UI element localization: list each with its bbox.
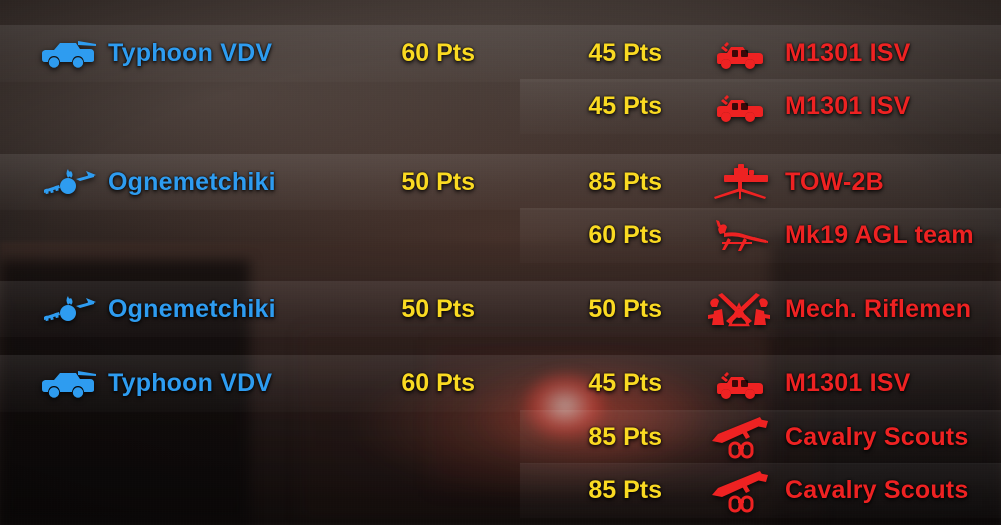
right-unit-name-text: Mk19 AGL team: [785, 221, 974, 249]
table-row[interactable]: Typhoon VDV 60 Pts 45 Pts M1301 ISV: [0, 355, 1001, 412]
right-unit-icon-cell: [700, 281, 778, 337]
crossed-rifles-icon: [704, 291, 774, 327]
right-unit-name: M1301 ISV: [785, 79, 995, 134]
right-unit-points: 45 Pts: [500, 25, 662, 82]
right-unit-points-text: 85 Pts: [588, 476, 662, 504]
right-unit-points-text: 50 Pts: [588, 294, 662, 323]
left-unit-name-text: Typhoon VDV: [108, 39, 273, 67]
isv-vehicle-icon: [709, 38, 769, 70]
right-unit-name-text: Cavalry Scouts: [785, 476, 969, 504]
left-unit-points-text: 50 Pts: [401, 294, 475, 323]
right-unit-name: Mk19 AGL team: [785, 208, 995, 263]
left-unit-name: Ognemetchiki: [108, 154, 378, 210]
prone-gunner-icon: [708, 218, 770, 254]
apc-vehicle-icon: [38, 367, 98, 401]
table-row[interactable]: Ognemetchiki 50 Pts 85 Pts TOW-2B: [0, 154, 1001, 210]
rifle-binoculars-icon: [708, 415, 770, 459]
right-unit-points: 45 Pts: [500, 355, 662, 412]
right-unit-name: Mech. Riflemen: [785, 281, 995, 337]
right-unit-points-text: 85 Pts: [588, 167, 662, 196]
left-unit-icon-cell: [38, 355, 100, 412]
left-unit-points: 50 Pts: [330, 154, 475, 210]
left-unit-icon-cell: [38, 154, 100, 210]
left-unit-name: Typhoon VDV: [108, 355, 378, 412]
right-unit-name-text: Mech. Riflemen: [785, 294, 972, 323]
right-unit-name-text: TOW-2B: [785, 167, 884, 196]
right-unit-points: 50 Pts: [500, 281, 662, 337]
table-row[interactable]: 85 Pts Cavalry Scouts: [0, 463, 1001, 518]
right-unit-icon-cell: [700, 355, 778, 412]
left-unit-points: 50 Pts: [330, 281, 475, 337]
right-unit-points: 85 Pts: [500, 154, 662, 210]
right-unit-points: 85 Pts: [500, 410, 662, 464]
left-unit-icon-cell: [38, 25, 100, 82]
right-unit-name-text: M1301 ISV: [785, 369, 911, 397]
apc-vehicle-icon: [38, 37, 98, 71]
right-unit-icon-cell: [700, 79, 778, 134]
flamethrower-infantry-icon: [38, 166, 100, 198]
right-unit-points-text: 45 Pts: [588, 39, 662, 67]
right-unit-points: 45 Pts: [500, 79, 662, 134]
right-unit-name: M1301 ISV: [785, 25, 995, 82]
table-row[interactable]: 85 Pts Cavalry Scouts: [0, 410, 1001, 464]
right-unit-name-text: M1301 ISV: [785, 39, 911, 67]
left-unit-name: Ognemetchiki: [108, 281, 378, 337]
table-row[interactable]: 45 Pts M1301 ISV: [0, 79, 1001, 134]
isv-vehicle-icon: [709, 91, 769, 123]
table-row[interactable]: Ognemetchiki 50 Pts 50 Pts Mech. Riflemen: [0, 281, 1001, 337]
right-unit-name-text: M1301 ISV: [785, 92, 911, 120]
atgm-launcher-icon: [708, 163, 770, 201]
left-unit-points-text: 50 Pts: [401, 167, 475, 196]
right-unit-name: Cavalry Scouts: [785, 463, 995, 518]
right-unit-name: TOW-2B: [785, 154, 995, 210]
right-unit-points-text: 85 Pts: [588, 422, 662, 451]
flamethrower-infantry-icon: [38, 293, 100, 325]
left-unit-points-text: 60 Pts: [401, 369, 475, 397]
right-unit-name: Cavalry Scouts: [785, 410, 995, 464]
right-unit-points-text: 60 Pts: [588, 221, 662, 249]
left-unit-points: 60 Pts: [330, 355, 475, 412]
left-unit-name-text: Ognemetchiki: [108, 294, 276, 323]
left-unit-points-text: 60 Pts: [401, 39, 475, 67]
right-unit-points: 60 Pts: [500, 208, 662, 263]
table-row[interactable]: 60 Pts Mk19 AGL team: [0, 208, 1001, 263]
right-unit-icon-cell: [700, 410, 778, 464]
isv-vehicle-icon: [709, 368, 769, 400]
right-unit-name-text: Cavalry Scouts: [785, 422, 969, 451]
right-unit-icon-cell: [700, 463, 778, 518]
right-unit-name: M1301 ISV: [785, 355, 995, 412]
table-row[interactable]: Typhoon VDV 60 Pts 45 Pts M1301 ISV: [0, 25, 1001, 82]
right-unit-icon-cell: [700, 208, 778, 263]
left-unit-name: Typhoon VDV: [108, 25, 378, 82]
left-unit-icon-cell: [38, 281, 100, 337]
right-unit-points: 85 Pts: [500, 463, 662, 518]
right-unit-points-text: 45 Pts: [588, 369, 662, 397]
right-unit-points-text: 45 Pts: [588, 92, 662, 120]
right-unit-icon-cell: [700, 25, 778, 82]
left-unit-name-text: Ognemetchiki: [108, 167, 276, 196]
rifle-binoculars-icon: [708, 469, 770, 513]
left-unit-points: 60 Pts: [330, 25, 475, 82]
left-unit-name-text: Typhoon VDV: [108, 369, 273, 397]
right-unit-icon-cell: [700, 154, 778, 210]
